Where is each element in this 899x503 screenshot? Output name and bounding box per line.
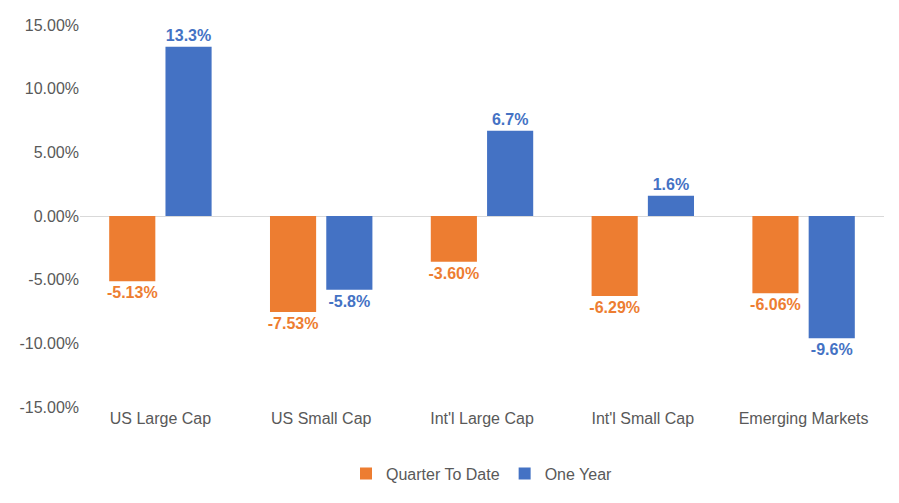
svg-text:5.00%: 5.00% <box>34 144 79 161</box>
svg-text:-7.53%: -7.53% <box>268 315 319 332</box>
svg-text:6.7%: 6.7% <box>492 111 528 128</box>
svg-text:-6.06%: -6.06% <box>750 296 801 313</box>
svg-text:Int'l Large Cap: Int'l Large Cap <box>430 410 534 427</box>
svg-text:1.6%: 1.6% <box>653 176 689 193</box>
svg-text:13.3%: 13.3% <box>166 27 211 44</box>
svg-text:-5.8%: -5.8% <box>328 293 370 310</box>
svg-text:-5.13%: -5.13% <box>107 284 158 301</box>
svg-text:-10.00%: -10.00% <box>19 335 79 352</box>
svg-text:US Small Cap: US Small Cap <box>271 410 372 427</box>
svg-text:One Year: One Year <box>545 466 612 483</box>
svg-text:US Large Cap: US Large Cap <box>110 410 211 427</box>
svg-text:-6.29%: -6.29% <box>589 299 640 316</box>
svg-text:Int'l Small Cap: Int'l Small Cap <box>591 410 694 427</box>
svg-text:-15.00%: -15.00% <box>19 399 79 416</box>
svg-text:Emerging Markets: Emerging Markets <box>739 410 869 427</box>
svg-text:-5.00%: -5.00% <box>28 271 79 288</box>
svg-text:0.00%: 0.00% <box>34 208 79 225</box>
svg-text:10.00%: 10.00% <box>25 80 79 97</box>
svg-text:Quarter To Date: Quarter To Date <box>386 466 500 483</box>
svg-text:-9.6%: -9.6% <box>811 341 853 358</box>
svg-text:-3.60%: -3.60% <box>429 265 480 282</box>
svg-text:15.00%: 15.00% <box>25 17 79 34</box>
